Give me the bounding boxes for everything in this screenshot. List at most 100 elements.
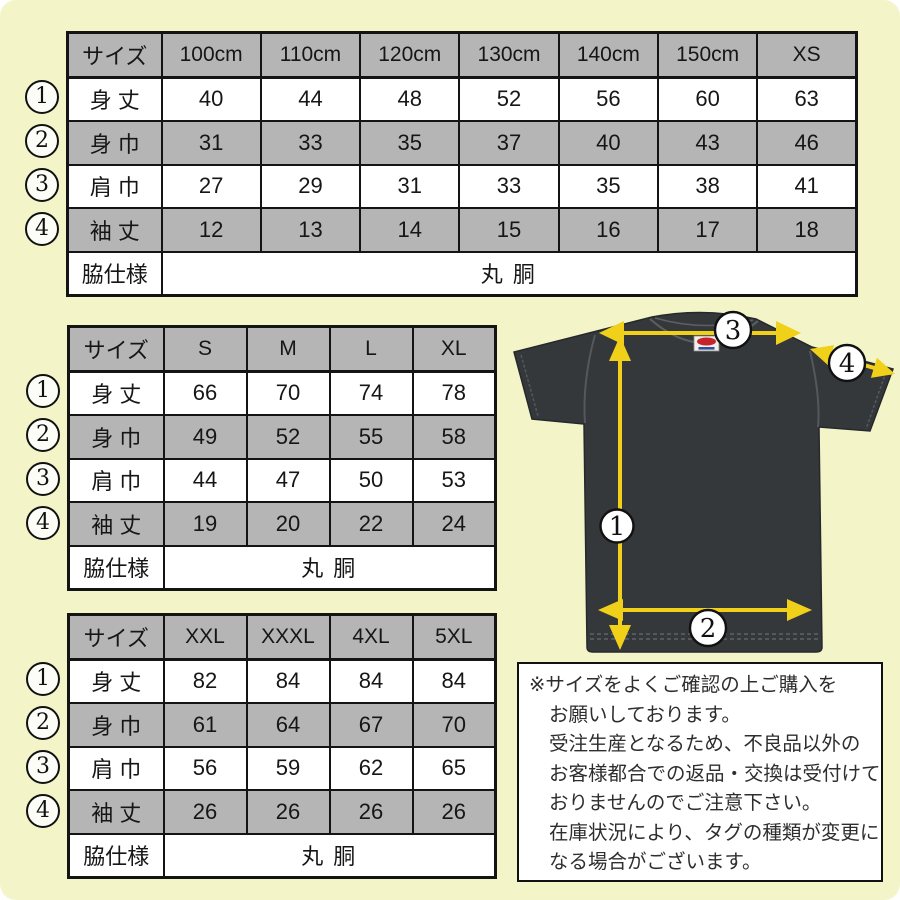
left-sleeve-stitch [520,354,539,417]
measure-value-cell: 38 [656,163,759,209]
table-header-row: サイズ 100cm 110cm 120cm 130cm 140cm 150cm XS [66,31,858,79]
table-row: 肩 巾 56 59 62 65 [67,745,497,791]
measure-value-cell: 65 [411,745,497,791]
size-column-header: 100cm [160,31,262,79]
table-row: 身 丈 66 70 74 78 [67,370,497,416]
size-column-header: 120cm [359,31,461,79]
measure-value-cell: 49 [162,414,248,460]
measure-label: 肩 巾 [66,163,163,209]
measure-value-cell: 16 [557,207,659,253]
measure-value-cell: 52 [245,414,331,460]
measure-label: 身 丈 [66,76,163,122]
table-row: 身 巾 49 52 55 58 [67,414,497,460]
shirt-marker-2-label: 2 [700,614,717,644]
measure-value-cell: 56 [557,76,659,122]
table-row: 身 巾 61 64 67 70 [67,702,497,748]
shirt-marker-4-label: 4 [839,349,856,379]
shirt-marker-1: 1 [599,508,635,544]
measure-label: 袖 丈 [67,789,165,835]
size-column-header: 4XL [328,613,414,661]
measure-value-cell: 53 [411,457,497,503]
measure-value-cell: 58 [411,414,497,460]
measure-value-cell: 52 [458,76,560,122]
side-spec-label: 脇仕様 [67,832,165,879]
measure-value-cell: 41 [756,163,858,209]
row-marker-4: 4 [26,794,60,828]
measure-value-cell: 18 [756,207,858,253]
size-column-header: 130cm [458,31,560,79]
size-column-header: 150cm [656,31,759,79]
measure-value-cell: 59 [245,745,331,791]
row-marker-3: 3 [26,462,60,496]
size-column-header: 110cm [259,31,362,79]
measure-value-cell: 44 [259,76,362,122]
measure-value-cell: 63 [756,76,858,122]
table-row: 身 巾 31 33 35 37 40 43 46 [66,120,858,166]
measure-value-cell: 40 [160,76,262,122]
size-column-header: L [328,325,414,373]
measure-label: 身 巾 [67,702,165,748]
measure-value-cell: 22 [328,501,414,547]
row-marker-2: 2 [26,418,60,452]
measure-label: 身 巾 [66,120,163,166]
measure-value-cell: 14 [359,207,461,253]
measure-value-cell: 67 [328,702,414,748]
measure-value-cell: 20 [245,501,331,547]
measure-value-cell: 19 [162,501,248,547]
table-footer-row: 脇仕様丸 胴 [67,832,497,879]
row-marker-2: 2 [26,706,60,740]
measure-value-cell: 61 [162,702,248,748]
left-armhole-seam [583,334,596,424]
measure-value-cell: 84 [411,658,497,704]
size-column-header: M [245,325,331,373]
shirt-marker-3-label: 3 [725,316,742,346]
measure-value-cell: 66 [162,370,248,416]
measure-value-cell: 24 [411,501,497,547]
size-column-header: XS [756,31,858,79]
shoulder-width-arrow-icon [599,321,801,345]
table-footer-row: 脇仕様丸 胴 [66,250,858,297]
side-spec-value: 丸 胴 [160,250,858,297]
measure-value-cell: 15 [458,207,560,253]
note-line: 受注生産となるため、不良品以外の [549,733,861,755]
table-row: 身 丈 82 84 84 84 [67,658,497,704]
shirt-marker-1-label: 1 [609,512,626,542]
measure-value-cell: 26 [245,789,331,835]
note-line: おりませんのでご注意下さい。 [549,792,822,814]
tshirt-measure-diagram: 3 4 1 2 [513,310,895,653]
measure-value-cell: 55 [328,414,414,460]
shirt-marker-3: 3 [713,310,753,350]
side-spec-value: 丸 胴 [162,544,497,591]
measure-value-cell: 31 [359,163,461,209]
right-sleeve-stitch [865,371,887,430]
measure-label: 身 丈 [67,658,165,704]
row-marker-3: 3 [25,168,59,202]
size-header-cell: サイズ [67,613,165,661]
measure-value-cell: 70 [245,370,331,416]
shirt-marker-4: 4 [827,343,867,383]
row-marker-1: 1 [25,80,59,114]
size-header-cell: サイズ [67,325,165,373]
measure-label: 肩 巾 [67,745,165,791]
measure-label: 肩 巾 [67,457,165,503]
table-row: 袖 丈 26 26 26 26 [67,789,497,835]
size-column-header: S [162,325,248,373]
measure-value-cell: 47 [245,457,331,503]
row-marker-1: 1 [26,374,60,408]
purchase-note-box: ※サイズをよくご確認の上ご購入を お願いしております。 受注生産となるため、不良… [517,662,883,882]
note-line: ※サイズをよくご確認の上ご購入を [529,674,838,696]
measure-value-cell: 48 [359,76,461,122]
size-column-header: XL [411,325,497,373]
note-line: お願いしております。 [549,703,741,726]
table-header-row: サイズ S M L XL [67,325,497,373]
measure-value-cell: 84 [245,658,331,704]
measure-value-cell: 17 [656,207,759,253]
row-marker-3: 3 [26,750,60,784]
side-spec-label: 脇仕様 [67,544,165,591]
row-marker-1: 1 [26,662,60,696]
measure-value-cell: 64 [245,702,331,748]
measure-label: 袖 丈 [67,501,165,547]
measure-value-cell: 13 [259,207,362,253]
measure-value-cell: 12 [160,207,262,253]
measure-value-cell: 26 [411,789,497,835]
